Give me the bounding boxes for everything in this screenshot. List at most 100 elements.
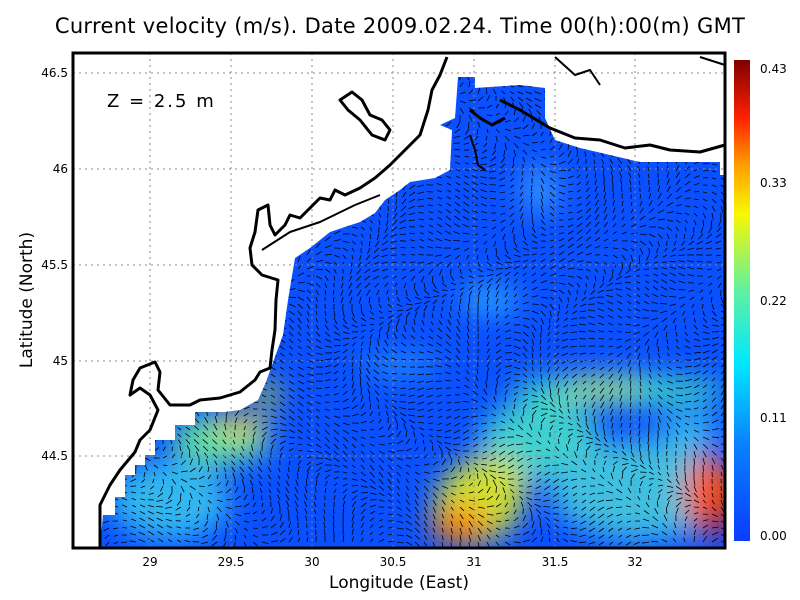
velocity-arrow	[666, 366, 672, 370]
velocity-arrow	[684, 324, 687, 330]
velocity-arrow	[585, 441, 593, 445]
velocity-arrow	[621, 450, 627, 456]
velocity-arrow	[112, 338, 119, 341]
velocity-arrow	[153, 226, 156, 234]
velocity-arrow	[243, 170, 248, 178]
velocity-arrow	[540, 387, 545, 394]
velocity-arrow	[603, 185, 606, 193]
velocity-arrow	[435, 238, 443, 242]
velocity-arrow	[599, 352, 605, 355]
velocity-arrow	[287, 243, 290, 249]
velocity-arrow	[216, 347, 220, 354]
velocity-arrow	[106, 395, 110, 403]
velocity-arrow	[578, 541, 587, 544]
velocity-arrow	[117, 233, 122, 239]
velocity-arrow	[477, 480, 481, 487]
velocity-arrow	[591, 401, 596, 408]
velocity-arrow	[333, 476, 339, 480]
velocity-arrow	[588, 541, 596, 545]
velocity-arrow	[522, 156, 526, 163]
velocity-arrow	[144, 247, 150, 253]
velocity-arrow	[270, 366, 276, 371]
velocity-arrow	[705, 247, 713, 250]
velocity-arrow	[314, 523, 317, 529]
velocity-arrow	[504, 377, 511, 382]
velocity-arrow	[234, 170, 237, 178]
velocity-arrow	[100, 121, 101, 124]
velocity-arrow	[122, 512, 128, 515]
velocity-arrow	[675, 100, 682, 106]
velocity-arrow	[374, 128, 380, 134]
velocity-arrow	[315, 214, 319, 221]
velocity-arrow	[711, 296, 713, 303]
velocity-arrow	[285, 500, 290, 508]
velocity-arrow	[225, 488, 232, 494]
velocity-arrow	[375, 346, 380, 354]
velocity-arrow	[426, 148, 434, 151]
velocity-arrow	[279, 345, 286, 351]
velocity-arrow	[543, 511, 551, 515]
velocity-arrow	[166, 376, 173, 382]
velocity-arrow	[647, 443, 650, 451]
velocity-arrow	[477, 290, 481, 298]
velocity-arrow	[409, 184, 416, 190]
velocity-arrow	[279, 401, 286, 407]
velocity-arrow	[148, 331, 155, 337]
velocity-arrow	[276, 242, 281, 249]
velocity-arrow	[531, 537, 538, 543]
velocity-arrow	[545, 448, 551, 452]
velocity-arrow	[504, 344, 512, 347]
velocity-arrow	[306, 296, 312, 303]
x-tick-label: 32	[627, 555, 642, 569]
velocity-arrow	[351, 336, 358, 340]
velocity-arrow	[571, 373, 578, 379]
velocity-arrow	[279, 359, 285, 364]
velocity-arrow	[402, 275, 407, 280]
velocity-arrow	[423, 520, 428, 527]
velocity-arrow	[509, 198, 515, 202]
velocity-arrow	[216, 212, 222, 219]
velocity-arrow	[702, 317, 708, 323]
velocity-arrow	[364, 100, 371, 102]
velocity-arrow	[297, 256, 301, 263]
velocity-arrow	[387, 191, 390, 196]
velocity-arrow	[100, 211, 107, 214]
velocity-arrow	[619, 394, 623, 402]
velocity-arrow	[297, 303, 304, 309]
velocity-arrow	[657, 464, 661, 470]
velocity-arrow	[238, 250, 245, 256]
velocity-arrow	[378, 303, 382, 309]
velocity-arrow	[303, 501, 308, 508]
velocity-arrow	[395, 170, 398, 176]
velocity-arrow	[657, 352, 661, 359]
velocity-arrow	[374, 282, 380, 288]
velocity-arrow	[567, 433, 573, 438]
velocity-arrow	[597, 322, 605, 326]
velocity-arrow	[147, 121, 155, 124]
velocity-arrow	[648, 408, 651, 415]
velocity-arrow	[117, 184, 123, 191]
velocity-arrow	[557, 310, 560, 317]
velocity-arrow	[580, 131, 587, 137]
velocity-arrow	[544, 105, 551, 109]
velocity-arrow	[627, 487, 632, 494]
velocity-arrow	[383, 142, 389, 149]
velocity-arrow	[391, 349, 398, 354]
velocity-arrow	[522, 301, 529, 305]
velocity-arrow	[216, 340, 219, 347]
velocity-arrow	[693, 529, 697, 536]
velocity-arrow	[162, 79, 170, 82]
velocity-arrow	[100, 92, 101, 95]
velocity-arrow	[477, 121, 481, 128]
velocity-arrow	[184, 336, 191, 340]
velocity-arrow	[243, 156, 249, 163]
velocity-arrow	[157, 338, 164, 342]
velocity-arrow	[100, 429, 106, 434]
velocity-arrow	[625, 541, 632, 546]
velocity-arrow	[531, 286, 538, 291]
velocity-arrow	[558, 438, 560, 445]
velocity-arrow	[522, 331, 529, 337]
velocity-arrow	[288, 366, 294, 370]
velocity-arrow	[480, 176, 488, 179]
velocity-arrow	[486, 527, 492, 533]
